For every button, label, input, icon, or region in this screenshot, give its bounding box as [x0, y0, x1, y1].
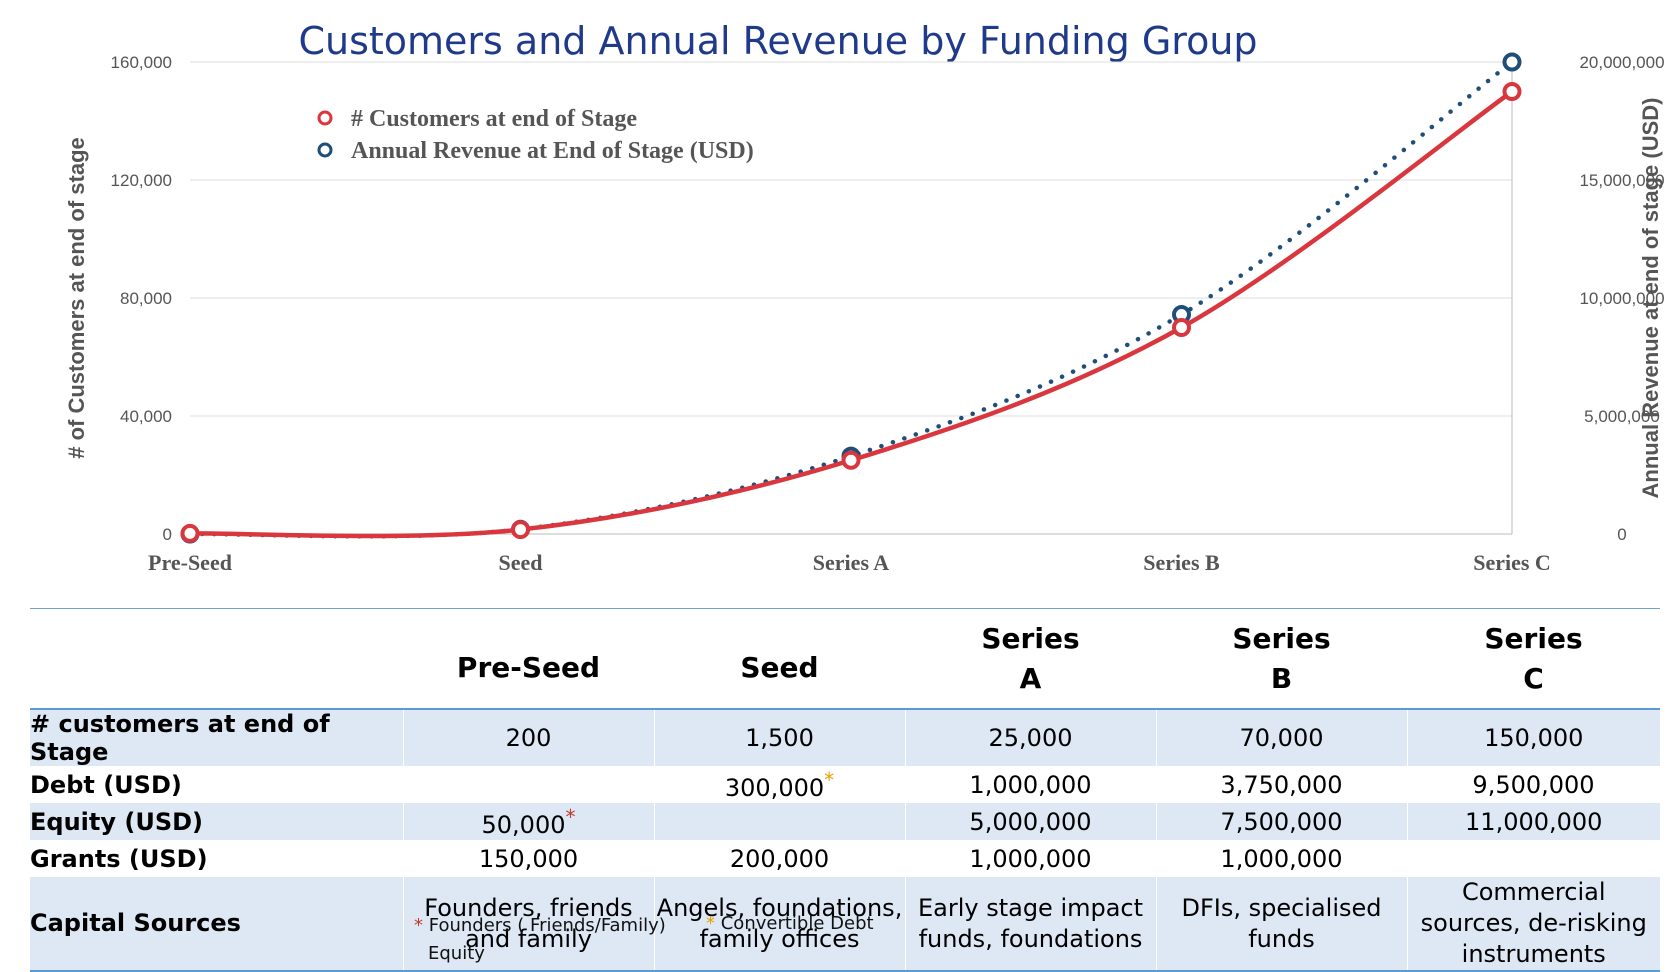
cell-equity-series-c: 11,000,000 [1407, 803, 1660, 840]
y-tick-label: 40,000 [120, 407, 172, 426]
legend-marker-customers [317, 110, 333, 126]
x-tick-label: Pre-Seed [148, 550, 232, 575]
table-row-capital-sources: Capital Sources Founders, friends and fa… [30, 877, 1660, 971]
y2-axis-title: Annual Revenue at end of stage (USD) [1638, 98, 1663, 499]
y-axis-title: # of Customers at end of stage [64, 137, 89, 459]
table-top-rule [30, 608, 1660, 609]
cell-equity-series-a: 5,000,000 [905, 803, 1157, 840]
header-series-b-line1: Series [1232, 622, 1331, 655]
cell-customers-series-c: 150,000 [1407, 709, 1660, 766]
legend-label-customers: # Customers at end of Stage [351, 106, 637, 132]
y-tick-label: 0 [163, 525, 172, 544]
cell-debt-series-b: 3,750,000 [1220, 770, 1343, 799]
table-header-row: Pre-Seed Seed Series A Series B Series C [30, 610, 1660, 709]
cell-grants-pre-seed: 150,000 [478, 844, 579, 873]
cell-debt-series-a: 1,000,000 [969, 770, 1092, 799]
footnote-founders-line2: Equity [428, 943, 485, 964]
table-row-equity: Equity (USD) 50,000* 5,000,000 7,500,000… [30, 803, 1660, 840]
y-tick-label: 120,000 [111, 171, 172, 190]
legend-label-revenue: Annual Revenue at End of Stage (USD) [351, 138, 754, 164]
cell-sources-series-a: Early stage impact funds, foundations [905, 877, 1157, 971]
row-label-debt: Debt (USD) [30, 770, 182, 799]
header-empty [30, 610, 403, 709]
cell-customers-seed: 1,500 [654, 709, 906, 766]
x-tick-label: Series A [813, 550, 889, 575]
y2-tick-label: 20,000,000 [1579, 53, 1664, 72]
header-pre-seed: Pre-Seed [456, 651, 601, 684]
y2-tick-label: 5,000,000 [1584, 407, 1660, 426]
table-row-debt: Debt (USD) 300,000* 1,000,000 3,750,000 … [30, 766, 1660, 803]
customers-point [180, 523, 200, 543]
header-series-b: Series B [1156, 610, 1407, 709]
customers-point [841, 450, 861, 470]
header-series-a-line1: Series [981, 622, 1080, 655]
y2-tick-label: 0 [1617, 525, 1626, 544]
chart-title: Customers and Annual Revenue by Funding … [298, 19, 1257, 63]
cell-debt-series-c: 9,500,000 [1472, 770, 1595, 799]
cell-debt-seed-value: 300,000 [724, 773, 825, 802]
legend: # Customers at end of Stage Annual Revenu… [317, 106, 754, 164]
cell-debt-pre-seed [403, 766, 654, 803]
footnote-convertible-text: Convertible Debt [720, 913, 874, 934]
cell-debt-seed: 300,000* [654, 766, 905, 803]
cell-sources-pre-seed: Founders, friends and family [403, 877, 655, 971]
header-series-a: Series A [905, 610, 1156, 709]
cell-grants-seed: 200,000 [729, 844, 830, 873]
row-label-equity: Equity (USD) [30, 803, 404, 840]
row-label-customers: # customers at end of Stage [30, 709, 404, 766]
x-tick-label: Series B [1143, 550, 1220, 575]
footnote-red-marker: * [414, 915, 423, 936]
revenue-point [1502, 52, 1522, 72]
funding-table: Pre-Seed Seed Series A Series B Series C # … [30, 610, 1660, 972]
convertible-debt-marker: * [824, 767, 835, 792]
y-tick-label: 80,000 [120, 289, 172, 308]
series-layer [180, 52, 1522, 544]
chart: Customers and Annual Revenue by Funding … [64, 19, 1665, 575]
header-series-a-line2: A [1019, 662, 1042, 695]
header-series-c: Series C [1407, 610, 1660, 709]
footnote-yellow-marker: * [706, 913, 715, 934]
y2-tick-label: 15,000,000 [1579, 171, 1664, 190]
header-series-c-line2: C [1523, 662, 1544, 695]
cell-sources-series-b: DFIs, specialised funds [1156, 877, 1408, 971]
customers-point [1172, 318, 1191, 337]
cell-equity-series-b: 7,500,000 [1156, 803, 1408, 840]
row-label-grants: Grants (USD) [30, 844, 208, 873]
axes: 0 0 40,000 5,000,000 80,000 10,000,000 120,000… [64, 53, 1665, 575]
cell-grants-series-b: 1,000,000 [1220, 844, 1343, 873]
header-series-c-line1: Series [1484, 622, 1583, 655]
cell-equity-seed [654, 803, 906, 840]
cell-customers-series-b: 70,000 [1156, 709, 1408, 766]
cell-sources-series-c: Commercial sources, de-risking instrumen… [1407, 877, 1660, 971]
table-row-customers: # customers at end of Stage 200 1,500 25… [30, 709, 1660, 766]
header-seed: Seed [740, 651, 819, 684]
y2-tick-label: 10,000,000 [1579, 289, 1664, 308]
x-tick-label: Seed [499, 550, 543, 575]
y-tick-label: 160,000 [111, 53, 172, 72]
cell-grants-series-a: 1,000,000 [969, 844, 1092, 873]
footnote-founders: * Founders ( Friends/Family) Equity [414, 912, 666, 968]
cell-grants-series-c [1407, 840, 1660, 877]
row-label-capital-sources: Capital Sources [30, 877, 404, 971]
x-tick-label: Series C [1473, 550, 1551, 575]
header-series-b-line2: B [1270, 662, 1293, 695]
cell-sources-seed: Angels, foundations, family offices [654, 877, 906, 971]
founders-equity-marker: * [565, 804, 576, 829]
cell-equity-pre-seed-value: 50,000 [481, 810, 566, 839]
legend-marker-revenue [317, 142, 333, 158]
footnote-founders-line1: Founders ( Friends/Family) [428, 915, 666, 936]
cell-customers-pre-seed: 200 [403, 709, 655, 766]
customers-point [511, 520, 530, 540]
table-row-grants: Grants (USD) 150,000 200,000 1,000,000 1… [30, 840, 1660, 877]
footnote-convertible: * Convertible Debt [706, 910, 874, 938]
cell-customers-series-a: 25,000 [905, 709, 1157, 766]
cell-equity-pre-seed: 50,000* [403, 803, 655, 840]
customers-point [1502, 82, 1522, 101]
